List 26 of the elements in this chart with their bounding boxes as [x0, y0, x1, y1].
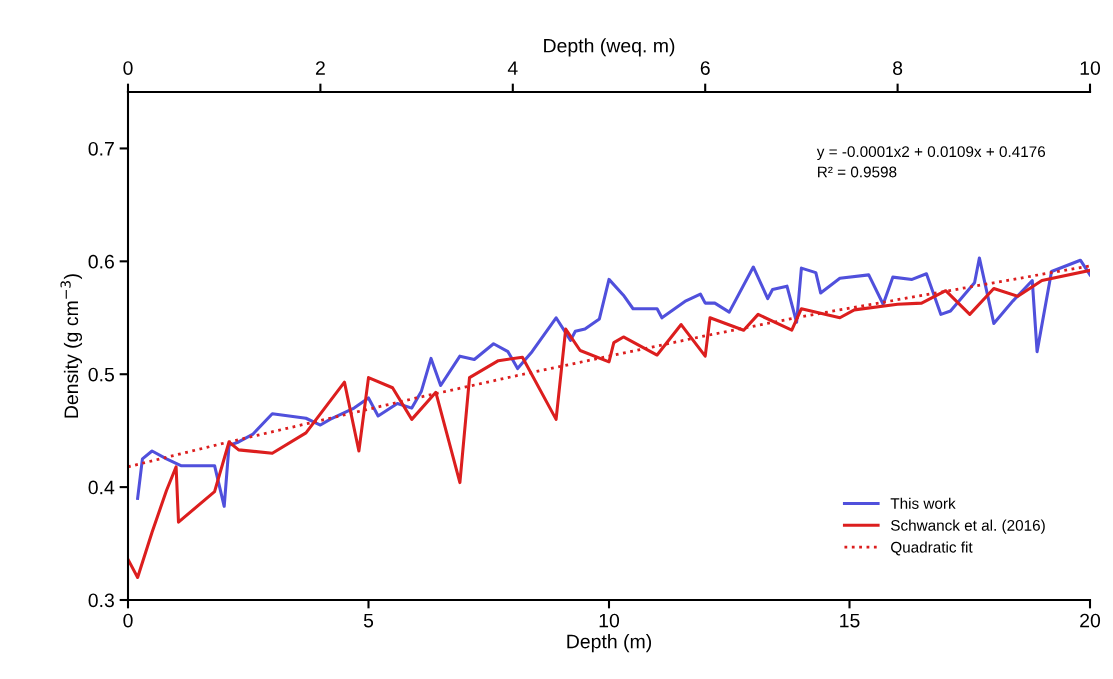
x-tick-label: 20 [1080, 613, 1101, 628]
x-tick-label: 10 [599, 613, 620, 628]
x2-tick-label: 2 [315, 61, 325, 75]
x2-tick-label: 4 [507, 61, 518, 75]
annotation: R² = 0.9598 [818, 166, 897, 178]
x2-tick-label: 0 [123, 61, 133, 75]
x-tick-label: 0 [123, 613, 133, 628]
x2-tick-label: 8 [893, 61, 903, 75]
y-tick-label: 0.3 [88, 593, 114, 608]
line-series [136, 256, 1090, 508]
x2-tick-label: 10 [1080, 61, 1101, 75]
annotation: y = -0.0001x2 + 0.0109x + 0.4176 [816, 146, 1046, 161]
x2-axis-title: Depth (weq. m) [544, 38, 675, 57]
y-tick-label: 0.5 [88, 367, 114, 382]
x-tick-label: 15 [840, 613, 860, 628]
line-series [128, 268, 1090, 579]
legend-label: Quadratic fit [891, 541, 973, 556]
legend-label: Schwanck et al. (2016) [891, 519, 1045, 534]
y-tick-label: 0.7 [88, 141, 114, 156]
legend-label: This work [890, 497, 956, 509]
y-tick-label: 0.4 [88, 480, 115, 495]
x-tick-label: 5 [363, 613, 374, 628]
x-axis-title: Depth (m) [567, 634, 652, 653]
y-tick-label: 0.6 [88, 254, 114, 269]
y-axis-title: Density (g cm$^{−3}$) [60, 274, 83, 418]
x2-tick-label: 6 [700, 61, 710, 75]
